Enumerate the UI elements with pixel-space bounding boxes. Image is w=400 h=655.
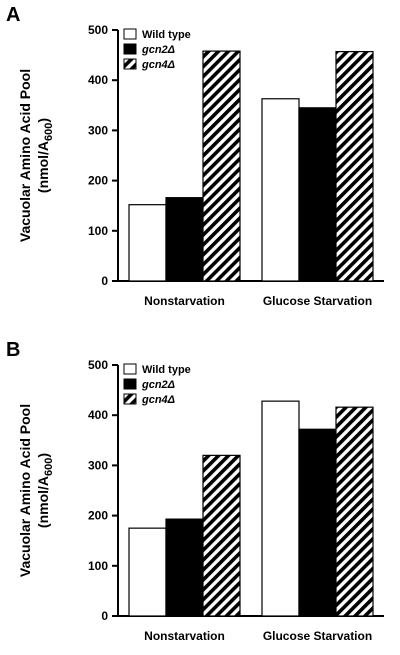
y-tick-label: 300 bbox=[88, 458, 108, 472]
y-tick-label: 300 bbox=[88, 123, 108, 137]
bar-open bbox=[261, 400, 300, 617]
y-tick-label: 0 bbox=[101, 609, 108, 623]
y-axis-label: Vacuolar Amino Acid Pool (nmol/A600) bbox=[17, 69, 55, 242]
y-axis-label-line1: Vacuolar Amino Acid Pool bbox=[17, 404, 33, 577]
chart-panel-b: B 0 100 200 300 400 500 Nonstarvation Glucose S… bbox=[0, 335, 400, 655]
bar-solid bbox=[165, 518, 204, 617]
legend-label: Wild type bbox=[142, 364, 191, 376]
y-tick-label: 400 bbox=[88, 73, 108, 87]
panel-letter-a: A bbox=[6, 4, 21, 26]
legend-swatch bbox=[123, 28, 137, 40]
y-axis-label-line1: Vacuolar Amino Acid Pool bbox=[17, 69, 33, 242]
x-category-label: Nonstarvation bbox=[144, 294, 225, 308]
legend-swatch bbox=[123, 43, 137, 55]
bar-chart-b: 0 100 200 300 400 500 Nonstarvation Glucose Sta… bbox=[17, 358, 384, 643]
legend-label: gcn2Δ bbox=[141, 44, 175, 56]
y-tick-label: 500 bbox=[88, 358, 108, 372]
x-category-label: Nonstarvation bbox=[144, 629, 225, 643]
y-axis-label: Vacuolar Amino Acid Pool (nmol/A600) bbox=[17, 404, 55, 577]
legend-swatch bbox=[123, 363, 137, 375]
y-axis-label-line2: (nmol/A600) bbox=[35, 453, 55, 528]
legend-label: Wild type bbox=[142, 29, 191, 41]
bar-solid bbox=[298, 428, 337, 617]
x-category-label: Glucose Starvation bbox=[263, 294, 372, 308]
legend-label: gcn4Δ bbox=[141, 394, 175, 406]
bar-hatched bbox=[202, 50, 241, 282]
bar-solid bbox=[165, 197, 204, 282]
bar-solid bbox=[298, 107, 337, 282]
bar-hatched bbox=[202, 454, 241, 617]
legend-swatch bbox=[123, 58, 137, 70]
y-tick-label: 500 bbox=[88, 23, 108, 37]
bar-hatched bbox=[335, 50, 374, 282]
y-axis-label-line2: (nmol/A600) bbox=[35, 118, 55, 193]
y-tick-label: 200 bbox=[88, 509, 108, 523]
legend-label: gcn4Δ bbox=[141, 59, 175, 71]
legend-swatch bbox=[123, 378, 137, 390]
chart-panel-a: A 0 100 200 300 400 500 Nonstarvation Glucose S… bbox=[0, 0, 400, 320]
x-category-label: Glucose Starvation bbox=[263, 629, 372, 643]
y-tick-label: 0 bbox=[101, 274, 108, 288]
bar-hatched bbox=[335, 406, 374, 617]
bar-open bbox=[128, 527, 167, 617]
legend-label: gcn2Δ bbox=[141, 379, 175, 391]
bar-open bbox=[261, 98, 300, 282]
y-tick-label: 200 bbox=[88, 174, 108, 188]
y-tick-label: 100 bbox=[88, 224, 108, 238]
panel-letter-b: B bbox=[6, 339, 21, 361]
bar-open bbox=[128, 204, 167, 282]
y-tick-label: 100 bbox=[88, 559, 108, 573]
legend-swatch bbox=[123, 393, 137, 405]
bar-chart-a: 0 100 200 300 400 500 Nonstarvation Glucose Sta… bbox=[17, 23, 384, 308]
y-tick-label: 400 bbox=[88, 408, 108, 422]
